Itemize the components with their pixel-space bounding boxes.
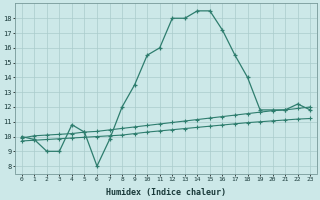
X-axis label: Humidex (Indice chaleur): Humidex (Indice chaleur)	[106, 188, 226, 197]
